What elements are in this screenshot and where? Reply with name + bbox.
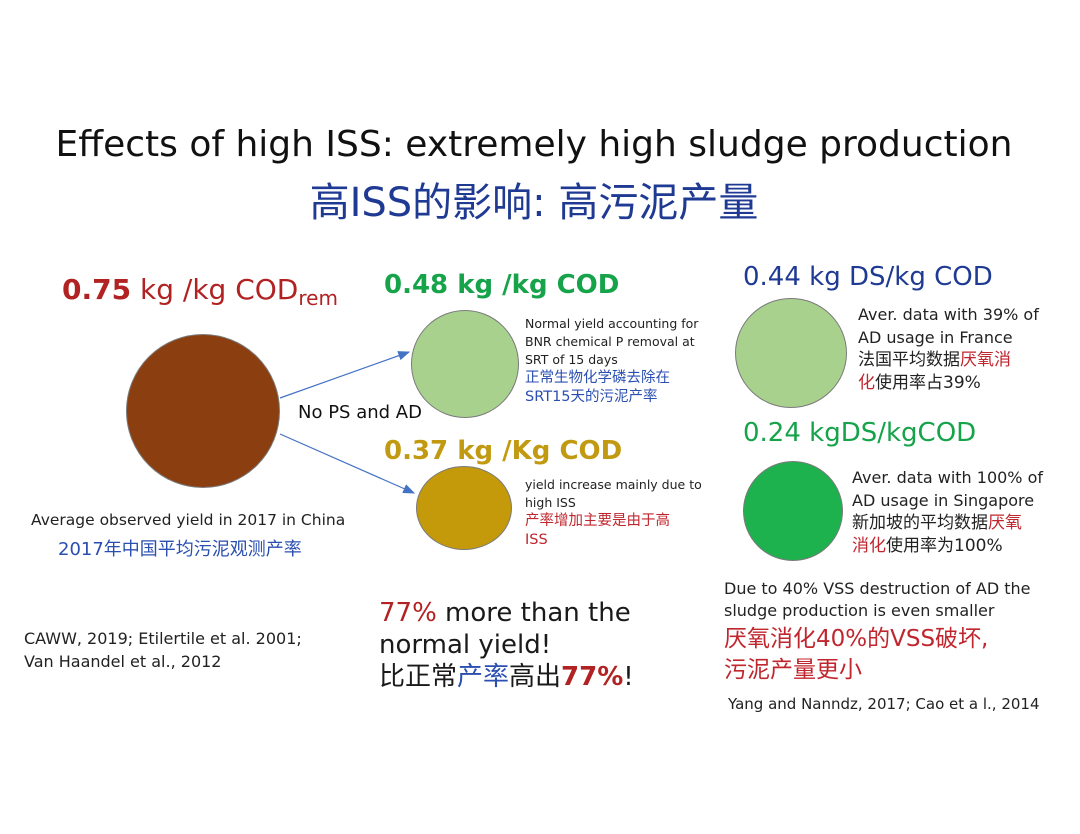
france-note-line: Aver. data with 39% of: [858, 305, 1039, 324]
right-summary-cn-line: 污泥产量更小: [724, 657, 862, 683]
summary-pct: 77%: [379, 598, 437, 628]
left-yield-value: 0.75 kg /kg CODrem: [62, 273, 338, 310]
summary-line-cn: 比正常产率高出77%!: [379, 661, 634, 693]
iss-yield-note-cn: 产率增加主要是由于高: [525, 513, 670, 529]
france-note-cn-red: 厌氧消: [960, 350, 1011, 370]
right-summary-line: sludge production is even smaller: [724, 601, 995, 620]
singapore-note: Aver. data with 100% of AD usage in Sing…: [852, 466, 1043, 558]
singapore-note-line: AD usage in Singapore: [852, 491, 1035, 510]
iss-yield-note-line: yield increase mainly due to: [525, 477, 702, 492]
singapore-note-cn-line: 消化使用率为100%: [852, 535, 1043, 558]
normal-yield-note-line: BNR chemical P removal at: [525, 334, 695, 349]
france-yield-circle: [735, 298, 847, 408]
singapore-note-line: Aver. data with 100% of: [852, 468, 1044, 487]
summary-line-1: 77% more than the: [379, 597, 634, 629]
right-summary-english: Due to 40% VSS destruction of AD the slu…: [724, 578, 1031, 622]
right-summary-cn-line: 厌氧消化40%的VSS破坏,: [724, 626, 989, 652]
iss-yield-note-cn: ISS: [525, 532, 548, 548]
iss-yield-note: yield increase mainly due to high ISS 产率…: [525, 476, 702, 550]
summary-line-2: normal yield!: [379, 630, 552, 660]
left-yield-number: 0.75: [62, 273, 132, 306]
left-reference-line: CAWW, 2019; Etilertile et al. 2001;: [24, 629, 302, 648]
summary-cn-c: 高出: [509, 662, 562, 692]
iss-yield-value: 0.37 kg /Kg COD: [384, 436, 623, 466]
summary-cn-b: 产率: [457, 662, 510, 692]
summary-cn-a: 比正常: [379, 662, 458, 692]
singapore-note-cn-a: 新加坡的平均数据: [852, 513, 988, 533]
iss-yield-note-line: high ISS: [525, 495, 576, 510]
singapore-note-cn-b: 使用率为100%: [886, 536, 1003, 556]
france-note-cn-line: 法国平均数据厌氧消: [858, 349, 1039, 372]
france-note: Aver. data with 39% of AD usage in Franc…: [858, 303, 1039, 395]
iss-yield-circle: [416, 466, 512, 550]
france-note-cn-line: 化使用率占39%: [858, 372, 1039, 395]
singapore-yield-circle: [743, 461, 843, 561]
arrow-label: No PS and AD: [298, 402, 422, 423]
normal-yield-value: 0.48 kg /kg COD: [384, 270, 620, 300]
normal-yield-note: Normal yield accounting for BNR chemical…: [525, 315, 698, 407]
singapore-note-cn-line: 新加坡的平均数据厌氧: [852, 512, 1043, 535]
left-caption-chinese: 2017年中国平均污泥观测产率: [58, 539, 302, 560]
page-title-chinese: 高ISS的影响: 高污泥产量: [309, 180, 759, 226]
left-yield-unit-sub: rem: [298, 286, 338, 310]
right-reference: Yang and Nanndz, 2017; Cao et a l., 2014: [728, 695, 1040, 713]
summary-cn-pct: 77%: [561, 662, 624, 692]
summary-77-percent: 77% more than the normal yield! 比正常产率高出7…: [379, 597, 634, 693]
left-yield-circle: [126, 334, 280, 488]
france-note-line: AD usage in France: [858, 328, 1013, 347]
arrow-to-iss-yield: [279, 433, 416, 494]
france-note-cn-b: 使用率占39%: [875, 373, 981, 393]
arrow-to-normal-yield: [279, 351, 411, 399]
left-reference-line: Van Haandel et al., 2012: [24, 652, 222, 671]
normal-yield-circle: [411, 310, 519, 418]
normal-yield-note-line: SRT of 15 days: [525, 352, 618, 367]
singapore-note-cn-red: 消化: [852, 536, 886, 556]
singapore-note-cn-red: 厌氧: [988, 513, 1022, 533]
normal-yield-note-line: Normal yield accounting for: [525, 316, 699, 331]
france-yield-value: 0.44 kg DS/kg COD: [743, 262, 993, 292]
normal-yield-note-cn: 正常生物化学磷去除在: [525, 370, 670, 386]
france-note-cn-red: 化: [858, 373, 875, 393]
france-note-cn-a: 法国平均数据: [858, 350, 960, 370]
normal-yield-note-cn: SRT15天的污泥产率: [525, 389, 658, 405]
page-title: Effects of high ISS: extremely high slud…: [55, 124, 1013, 165]
right-summary-line: Due to 40% VSS destruction of AD the: [724, 579, 1031, 598]
right-summary-chinese: 厌氧消化40%的VSS破坏, 污泥产量更小: [724, 624, 988, 686]
singapore-yield-value: 0.24 kgDS/kgCOD: [743, 418, 977, 448]
left-reference: CAWW, 2019; Etilertile et al. 2001; Van …: [24, 627, 302, 673]
summary-line-1-rest: more than the: [436, 598, 631, 628]
summary-cn-end: !: [623, 662, 634, 692]
left-caption-english: Average observed yield in 2017 in China: [31, 511, 346, 529]
left-yield-unit: kg /kg COD: [131, 273, 299, 306]
